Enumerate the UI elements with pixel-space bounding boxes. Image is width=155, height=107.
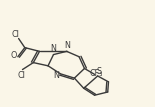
Text: CF₃: CF₃ xyxy=(89,69,103,78)
Text: N: N xyxy=(53,71,59,80)
Text: Cl: Cl xyxy=(12,30,20,39)
Text: Cl: Cl xyxy=(18,71,26,80)
Text: S: S xyxy=(96,67,102,76)
Text: N: N xyxy=(50,44,56,53)
Text: N: N xyxy=(64,41,70,50)
Text: O: O xyxy=(11,51,17,60)
